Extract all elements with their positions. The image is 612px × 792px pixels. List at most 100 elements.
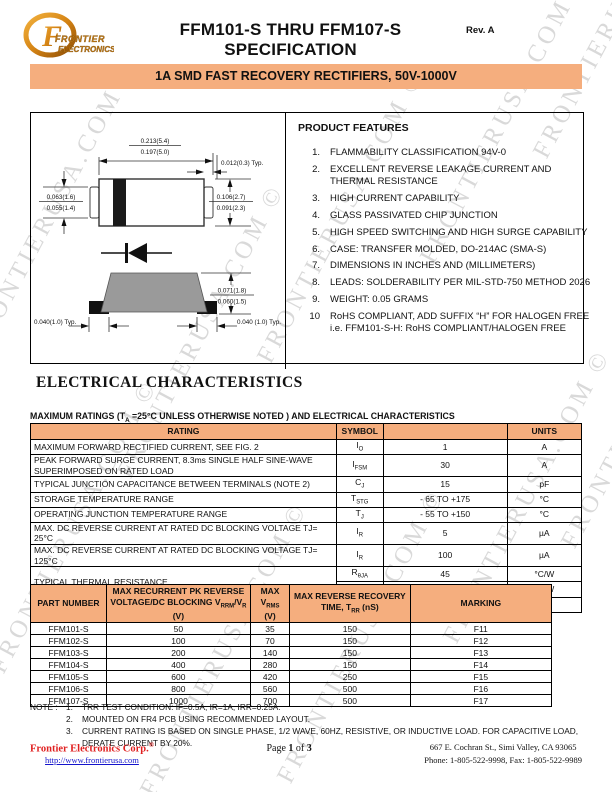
cell-rating: MAX. DC REVERSE CURRENT AT RATED DC BLOC… [30,521,337,546]
cell-unit: pF [506,476,583,493]
parts-row: FFM105-S 600 420 250 F15 [30,670,553,684]
header-line: MAX REVERSE RECOVERY [294,591,406,602]
note-number: 2. [66,714,73,725]
feature-item: 5. HIGH SPEED SWITCHING AND HIGH SURGE CA… [298,227,593,239]
notes-section: NOTE : 1. TRR TEST CONDITION: IF=0.5A, I… [30,701,586,749]
cell-vrms: 420 [249,670,291,684]
symbol-sub: FSM [354,465,368,472]
cell-vrrm: 1000 [105,694,251,708]
note-text: TRR TEST CONDITION: IF=0.5A, IR=1A, IRR=… [82,702,281,712]
parts-row: FFM106-S 800 560 500 F16 [30,682,553,696]
note-label [30,713,66,725]
cell-unit: °C [506,491,583,508]
page-pre: Page [266,743,289,754]
symbol-sub: J [361,484,365,491]
cell-unit: °C [506,506,583,523]
company-url-link[interactable]: http://www.frontierusa.com [45,754,139,765]
dim-label: 0.071(1.8) [218,288,247,295]
feature-text: WEIGHT: 0.05 GRAMS [330,294,429,306]
features-title: PRODUCT FEATURES [298,122,409,134]
cell-trr: 150 [289,634,411,648]
cell-marking: F13 [409,646,553,660]
ratings-row: MAXIMUM FORWARD RECTIFIED CURRENT, SEE F… [30,438,583,456]
cell-unit: A [506,454,583,478]
note-line: NOTE : 1. TRR TEST CONDITION: IF=0.5A, I… [30,701,586,713]
col-rating: RATING [30,423,337,440]
note-text: MOUNTED ON FR4 PCB USING RECOMMENDED LAY… [82,714,311,725]
cell-trr: 150 [289,646,411,660]
feature-number: 8. [312,277,320,289]
cell-value: 5 [382,521,508,546]
cell-symbol: TSTG [335,491,384,508]
subtitle-sub: A [125,416,130,424]
package-drawing: 0.213(5.4) 0.197(5.0) 0.012(0.3) Typ. 0.… [31,113,284,360]
dim-label: 0.106(2.7) [217,194,246,201]
cell-symbol: IFSM [335,454,384,478]
cell-marking: F11 [409,622,553,636]
header-sub: R [242,603,247,610]
feature-text: HIGH CURRENT CAPABILITY [330,193,460,205]
top-dimensions: 0.213(5.4) 0.197(5.0) 0.012(0.3) Typ. 0.… [39,138,263,234]
do-214ac-outline-drawing: 0.213(5.4) 0.197(5.0) 0.012(0.3) Typ. 0.… [34,138,281,332]
feature-number: 6. [312,243,320,255]
parts-row: FFM104-S 400 280 150 F14 [30,658,553,672]
dim-label: 0.040(1.0) Typ. [34,319,76,326]
side-dimensions: 0.071(1.8) 0.060(1.5) 0.040(1.0) Typ. 0.… [34,272,281,332]
symbol-base: T [351,492,357,503]
feature-text: CASE: TRANSFER MOLDED, DO-214AC (SMA-S) [330,243,547,255]
col-vrrm: MAX RECURRENT PK REVERSE VOLTAGE/DC BLOC… [105,583,251,624]
col-vrms: MAX VRMS (V) [249,583,291,624]
cell-rating: MAXIMUM FORWARD RECTIFIED CURRENT, SEE F… [30,438,337,456]
header-sub: RMS [266,603,280,610]
ratings-header-row: RATING SYMBOL UNITS [30,423,583,440]
cell-part: FFM104-S [30,658,107,672]
ratings-row: PEAK FORWARD SURGE CURRENT, 8.3ms SINGLE… [30,454,583,478]
cell-rating: TYPICAL JUNCTION CAPACITANCE BETWEEN TER… [30,476,337,493]
page-number: Page 1 of 3 [266,741,311,767]
footer-address-block: 667 E. Cochran St., Simi Valley, CA 9306… [424,741,582,767]
logo-graphic: F FRONTIER ELECTRONICS [23,12,116,58]
cell-unit: µA [506,543,583,568]
symbol-base: T [355,507,361,518]
page-mid: of [293,743,307,754]
feature-item: 1. FLAMMABILITY CLASSIFICATION 94V-0 [298,147,593,159]
ratings-row: MAX. DC REVERSE CURRENT AT RATED DC BLOC… [30,521,583,546]
cell-unit: A [506,438,583,456]
cell-rating: PEAK FORWARD SURGE CURRENT, 8.3ms SINGLE… [30,454,337,478]
feature-item: 3. HIGH CURRENT CAPABILITY [298,193,593,205]
side-view [89,272,217,314]
ratings-row: TYPICAL JUNCTION CAPACITANCE BETWEEN TER… [30,476,583,493]
dim-label: 0.060(1.5) [218,299,247,306]
company-name: Frontier Electronics Corp.® [30,741,154,755]
symbol-sub: J [360,514,364,521]
feature-text: EXCELLENT REVERSE LEAKAGE CURRENT AND TH… [330,163,552,188]
symbol-base: I [356,440,359,450]
feature-item: 4. GLASS PASSIVATED CHIP JUNCTION [298,210,593,222]
feature-item: 9. WEIGHT: 0.05 GRAMS [298,294,593,306]
logo-line2: ELECTRONICS [58,45,114,54]
note-text: CURRENT RATING IS BASED ON SINGLE PHASE,… [82,726,579,749]
cell-part: FFM102-S [30,634,107,648]
company-text: Frontier Electronics Corp. [30,743,149,755]
feature-number: 5. [312,226,320,238]
cell-rating: MAX. DC REVERSE CURRENT AT RATED DC BLOC… [30,543,337,568]
phone-fax-line: Phone: 1-805-522-9998, Fax: 1-805-522-99… [424,754,582,765]
note-number: 3. [66,726,73,737]
header-text: (nS) [359,601,379,612]
feature-text: DIMENSIONS IN INCHES AND (MILLIMETERS) [330,260,536,272]
dim-label: 0.012(0.3) Typ. [221,160,263,167]
header-line: (V) [264,610,276,621]
feature-item: 8. LEADS: SOLDERABILITY PER MIL-STD-750 M… [298,277,593,289]
subtitle-post: =25°C UNLESS OTHERWISE NOTED ) AND ELECT… [129,411,455,421]
header-sub: RRM [220,603,235,610]
cell-vrrm: 200 [105,646,251,660]
cell-marking: F16 [409,682,553,696]
ratings-row: OPERATING JUNCTION TEMPERATURE RANGE TJ … [30,506,583,523]
col-trr: MAX REVERSE RECOVERY TIME, TRR (nS) [289,583,411,624]
cell-rating: OPERATING JUNCTION TEMPERATURE RANGE [30,506,337,523]
registered-mark: ® [148,741,154,749]
cell-trr: 150 [289,658,411,672]
cell-unit: °C/W [506,566,583,583]
header-line: TIME, TRR (nS) [293,602,406,616]
col-value [382,423,508,440]
